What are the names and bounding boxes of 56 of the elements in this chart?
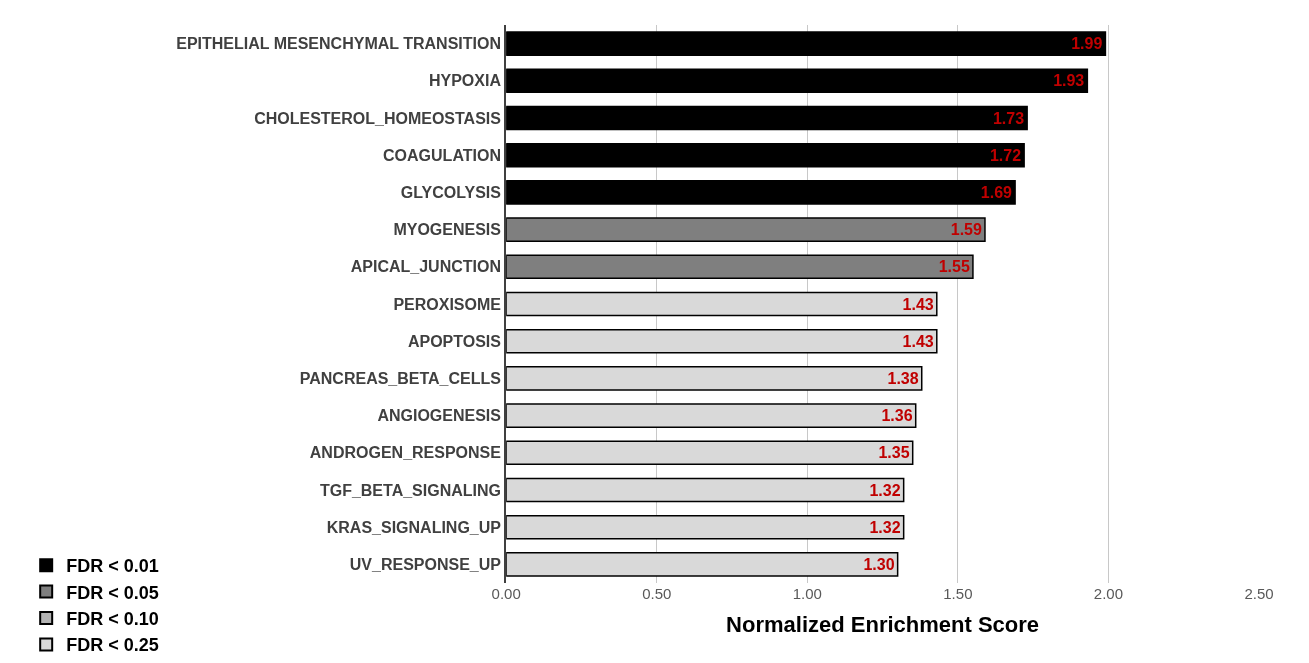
legend-label: FDR < 0.01 <box>66 556 159 577</box>
x-tick-label: 1.00 <box>792 585 822 602</box>
data-label: 1.32 <box>869 518 901 536</box>
y-tick-label: APICAL_JUNCTION <box>350 258 501 276</box>
bar <box>506 254 974 280</box>
y-tick-label: COAGULATION <box>383 146 501 164</box>
legend-label: FDR < 0.25 <box>66 635 159 656</box>
y-tick-label: KRAS_SIGNALING_UP <box>326 518 502 536</box>
bar <box>506 477 905 503</box>
y-tick-label: TGF_BETA_SIGNALING <box>319 481 501 499</box>
data-label: 1.32 <box>869 481 901 499</box>
x-tick-label: 0.50 <box>642 585 672 602</box>
bar <box>506 366 923 391</box>
x-tick-label: 2.00 <box>1093 585 1124 602</box>
legend-label: FDR < 0.10 <box>66 609 159 630</box>
y-tick-label: CHOLESTEROL_HOMEOSTASIS <box>254 109 502 127</box>
y-tick-label: EPITHELIAL MESENCHYMAL TRANSITION <box>176 35 501 53</box>
bar <box>506 291 938 317</box>
bar <box>506 552 899 577</box>
y-tick-label: PANCREAS_BETA_CELLS <box>299 370 502 387</box>
data-label: 1.55 <box>938 258 970 276</box>
x-tick-label: 1.50 <box>943 585 973 602</box>
y-tick-label: APOPTOSIS <box>407 332 502 350</box>
data-label: 1.93 <box>1053 72 1085 90</box>
bar <box>506 514 905 540</box>
bar <box>506 403 917 428</box>
data-label: 1.43 <box>902 295 934 313</box>
bar <box>506 68 1089 94</box>
bar <box>506 440 914 466</box>
bar <box>506 328 938 354</box>
x-tick-label: 2.50 <box>1244 585 1274 602</box>
data-label: 1.43 <box>902 332 934 350</box>
y-tick-label: MYOGENESIS <box>393 221 502 239</box>
legend-label: FDR < 0.05 <box>66 582 159 603</box>
y-tick-label: HYPOXIA <box>428 72 502 90</box>
data-label: 1.72 <box>989 146 1022 164</box>
bar <box>506 142 1025 168</box>
y-tick-label: ANGIOGENESIS <box>377 407 502 425</box>
bar <box>506 217 986 242</box>
x-axis-title: Normalized Enrichment Score <box>726 611 1040 637</box>
y-tick-label: ANDROGEN_RESPONSE <box>309 444 502 462</box>
x-tick-label: 0.00 <box>491 585 521 602</box>
y-tick-label: PEROXISOME <box>393 295 502 313</box>
bar <box>506 180 1016 205</box>
data-label: 1.30 <box>863 555 895 573</box>
y-tick-label: GLYCOLYSIS <box>400 184 502 201</box>
data-label: 1.99 <box>1071 35 1103 53</box>
bar <box>506 31 1107 56</box>
data-label: 1.69 <box>980 183 1013 201</box>
y-tick-label: UV_RESPONSE_UP <box>349 556 502 573</box>
bar <box>506 105 1028 131</box>
data-label: 1.59 <box>950 221 982 239</box>
data-label: 1.36 <box>881 407 913 425</box>
data-label: 1.73 <box>992 109 1025 127</box>
data-label: 1.38 <box>887 369 919 387</box>
data-label: 1.35 <box>878 444 910 462</box>
